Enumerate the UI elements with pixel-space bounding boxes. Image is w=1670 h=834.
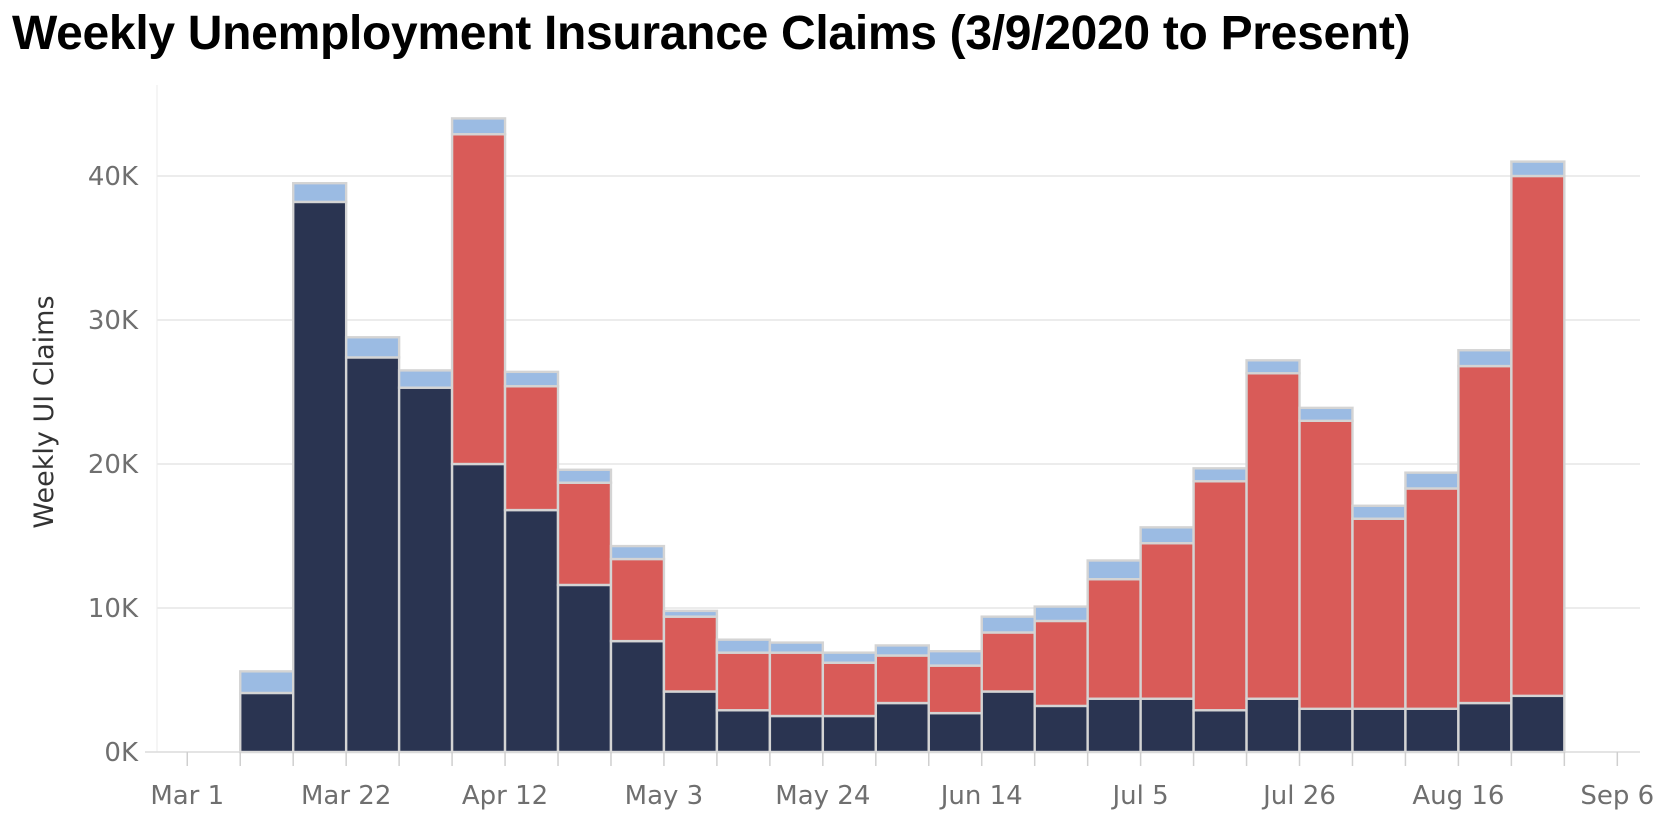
bar-segment-dark: [927, 711, 983, 754]
x-tick-label: Apr 12: [462, 781, 548, 811]
bar-segment-light-blue: [1351, 504, 1407, 520]
bar-segment-red: [609, 557, 666, 643]
bar-segment-red: [715, 651, 772, 712]
bar-segment-light-blue: [1457, 349, 1513, 368]
bar-segment-red: [1033, 619, 1089, 708]
y-tick-label: 30K: [88, 306, 139, 336]
bar-segment-light-blue: [239, 670, 295, 695]
bar-segment-light-blue: [344, 336, 401, 359]
x-tick-label: May 24: [775, 781, 870, 811]
bar-segment-light-blue: [980, 615, 1036, 634]
bar-segment-light-blue: [1245, 359, 1301, 375]
bar-segment-light-blue: [1510, 160, 1566, 178]
bars: [239, 117, 1566, 754]
bar-segment-dark: [1510, 694, 1566, 754]
bar-segment-light-blue: [662, 609, 719, 618]
bar-segment-dark: [291, 200, 348, 754]
bar-segment-dark: [397, 386, 454, 754]
y-tick-label: 20K: [88, 450, 139, 480]
x-tick-label: May 3: [625, 781, 704, 811]
bar-segment-light-blue: [291, 181, 348, 204]
bar-segment-red: [1139, 542, 1195, 700]
bar-segment-dark: [980, 690, 1036, 754]
bar-segment-dark: [1086, 697, 1142, 754]
bar-segment-dark: [1404, 707, 1460, 754]
bar-segment-light-blue: [1192, 467, 1248, 483]
chart-title: Weekly Unemployment Insurance Claims (3/…: [12, 7, 1411, 60]
bar-segment-light-blue: [1404, 471, 1460, 490]
x-tick-label: Aug 16: [1412, 781, 1504, 811]
bar-segment-red: [927, 664, 983, 715]
bar-segment-red: [874, 654, 930, 705]
bar-segment-red: [450, 133, 507, 466]
bar-segment-red: [1086, 578, 1142, 700]
bar-segment-dark: [1033, 704, 1089, 754]
bar-segment-light-blue: [768, 641, 825, 654]
bar-segment-dark: [821, 714, 878, 754]
bar-segment-dark: [715, 709, 772, 754]
bar-segment-light-blue: [927, 650, 983, 667]
bar-segment-light-blue: [450, 117, 507, 136]
bar-segment-dark: [1192, 709, 1248, 754]
bar-segment-red: [1298, 419, 1354, 710]
bar-segment-dark: [662, 690, 719, 754]
bar-segment-red: [503, 385, 560, 512]
bar-segment-dark: [874, 701, 930, 754]
bar-segment-red: [1351, 517, 1407, 710]
y-axis-title: Weekly UI Claims: [29, 295, 60, 528]
bar-segment-dark: [768, 714, 825, 754]
bar-segment-light-blue: [609, 544, 666, 561]
bar-segment-light-blue: [397, 369, 454, 389]
bar-segment-light-blue: [1139, 526, 1195, 545]
bar-segment-dark: [450, 462, 507, 754]
bar-segment-red: [556, 481, 613, 587]
bar-segment-red: [1510, 174, 1566, 698]
bar-segment-red: [980, 631, 1036, 693]
x-tick-label: Sep 6: [1580, 781, 1654, 811]
bar-segment-dark: [503, 508, 560, 754]
y-tick-label: 0K: [104, 738, 139, 768]
bar-segment-red: [821, 661, 878, 718]
bar-segment-light-blue: [503, 370, 560, 388]
bar-segment-dark: [1457, 701, 1513, 754]
bar-segment-dark: [1351, 707, 1407, 754]
bar-segment-dark: [556, 583, 613, 754]
x-tick-label: Mar 1: [150, 781, 224, 811]
bar-segment-dark: [1139, 697, 1195, 754]
bar-segment-red: [662, 615, 719, 693]
bar-segment-light-blue: [1086, 559, 1142, 581]
bar-segment-red: [1404, 487, 1460, 711]
bar-segment-red: [1457, 364, 1513, 705]
bar-segment-light-blue: [556, 468, 613, 484]
bar-segment-dark: [1245, 697, 1301, 754]
y-tick-label: 10K: [88, 594, 139, 624]
bar-segment-dark: [344, 356, 401, 754]
x-tick-label: Jul 26: [1261, 781, 1336, 811]
bar-segment-dark: [239, 691, 295, 754]
bar-segment-red: [1192, 480, 1248, 712]
x-tick-label: Jun 14: [939, 781, 1023, 811]
x-tick-label: Mar 22: [301, 781, 391, 811]
bar-segment-light-blue: [1298, 406, 1354, 422]
axes: 0K 10K 20K 30K 40K Mar 1 Mar 22 Apr 12 May 3 May …: [88, 162, 1654, 811]
bar-segment-dark: [609, 639, 666, 754]
bar-segment-light-blue: [715, 638, 772, 654]
bar-segment-light-blue: [1033, 605, 1089, 623]
bar-segment-dark: [1298, 707, 1354, 754]
bar-segment-red: [1245, 372, 1301, 700]
x-tick-label: Jul 5: [1111, 781, 1169, 811]
bar-segment-light-blue: [821, 651, 878, 664]
bar-segment-light-blue: [874, 644, 930, 657]
y-tick-label: 40K: [88, 162, 139, 192]
bar-segment-red: [768, 651, 825, 718]
